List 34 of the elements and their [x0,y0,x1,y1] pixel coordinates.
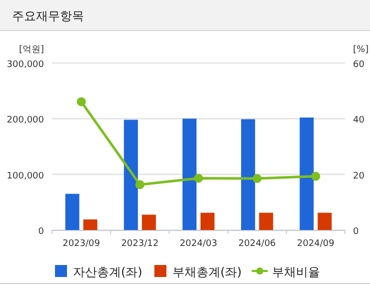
x-tick-label: 2023/12 [121,239,159,249]
chart-title: 주요재무항목 [12,9,84,23]
y2-tick-label: 40 [353,116,365,126]
bar [259,212,274,230]
bar [182,118,196,230]
y2-axis-title: [%] [353,45,369,55]
point [311,172,320,181]
legend-label: 부채비율 [272,265,320,279]
bar [65,194,80,230]
y-tick-label: 100,000 [6,171,44,182]
bar [124,120,138,230]
x-tick-label: 2024/03 [180,239,218,249]
y-tick-label: 0 [38,227,44,237]
bar [83,219,98,230]
bar [200,212,214,230]
x-tick-label: 2024/06 [238,239,276,249]
y2-tick-label: 0 [353,227,359,237]
y-axis-title: [억원] [18,45,44,55]
point [252,174,262,184]
y2-tick-label: 60 [353,60,365,70]
y-tick-label: 300,000 [6,60,44,70]
y-tick-label: 200,000 [6,116,44,126]
bar [142,214,156,230]
x-tick-label: 2024/09 [297,239,335,249]
y2-tick-label: 20 [353,171,365,182]
point [135,180,144,190]
bar [318,212,332,230]
bar [300,118,314,230]
legend-label: 부채총계(좌) [172,265,242,279]
point [76,97,86,106]
x-tick-label: 2023/09 [62,239,100,249]
legend-label: 자산총계(좌) [73,265,142,279]
bar [241,119,256,230]
point [194,174,203,183]
